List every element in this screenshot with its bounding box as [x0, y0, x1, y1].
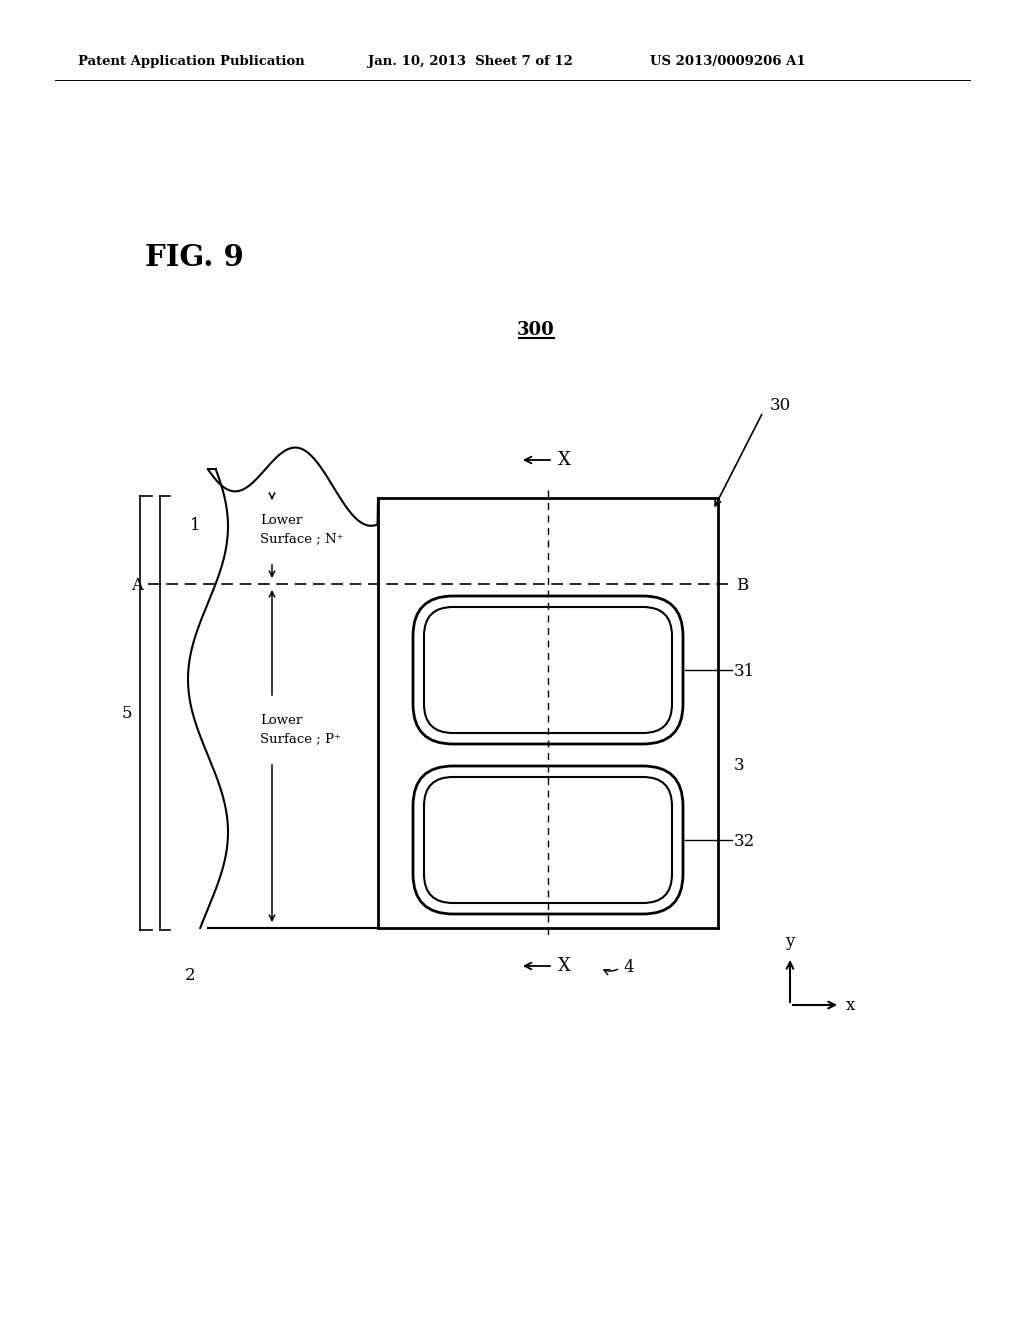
Text: x: x — [846, 997, 855, 1014]
Text: 1: 1 — [190, 517, 201, 535]
Text: X: X — [558, 451, 570, 469]
Text: 300: 300 — [517, 321, 555, 339]
Text: Lower
Surface ; P⁺: Lower Surface ; P⁺ — [260, 714, 341, 746]
Text: A: A — [131, 578, 143, 594]
Text: y: y — [785, 933, 795, 950]
Text: 3: 3 — [734, 758, 744, 775]
Text: 5: 5 — [122, 705, 132, 722]
Text: FIG. 9: FIG. 9 — [145, 243, 244, 272]
Text: 4: 4 — [623, 960, 634, 977]
Text: 31: 31 — [734, 664, 756, 681]
Text: 32: 32 — [734, 833, 756, 850]
Text: Patent Application Publication: Patent Application Publication — [78, 55, 305, 69]
Text: Jan. 10, 2013  Sheet 7 of 12: Jan. 10, 2013 Sheet 7 of 12 — [368, 55, 572, 69]
Text: B: B — [736, 578, 749, 594]
Text: 30: 30 — [770, 396, 792, 413]
Text: 2: 2 — [185, 968, 196, 985]
Text: Lower
Surface ; N⁺: Lower Surface ; N⁺ — [260, 515, 343, 545]
Text: US 2013/0009206 A1: US 2013/0009206 A1 — [650, 55, 806, 69]
Text: X: X — [558, 957, 570, 975]
